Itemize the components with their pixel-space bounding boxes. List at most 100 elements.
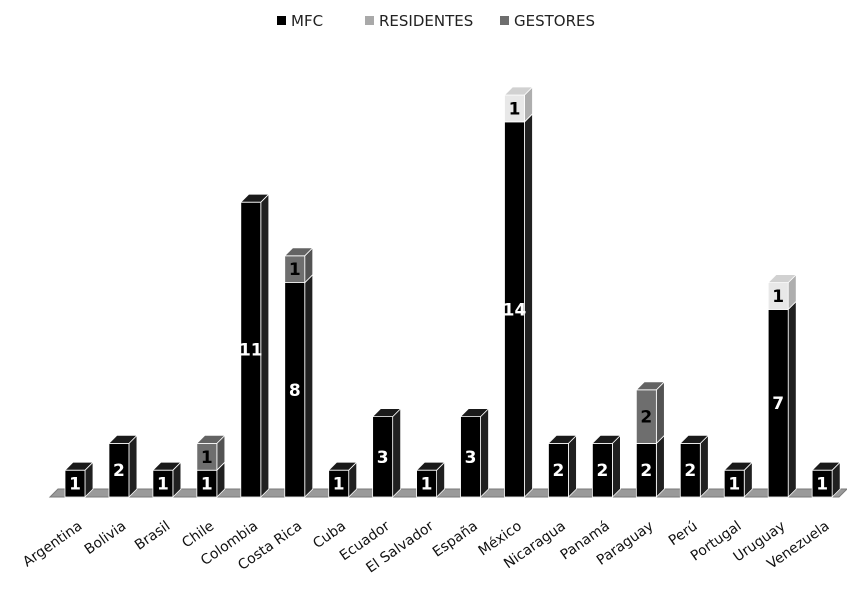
data-label: 1 <box>69 475 81 495</box>
data-label: 2 <box>596 461 608 481</box>
x-tick-label: Brasil <box>132 518 173 553</box>
bar-group: 11 <box>239 193 270 498</box>
bar-group: 3 <box>371 407 402 498</box>
bar-side <box>699 434 709 498</box>
legend-label: RESIDENTES <box>379 12 473 30</box>
legend: MFC RESIDENTES GESTORES <box>277 12 595 30</box>
bar-top <box>195 434 226 444</box>
data-label: 14 <box>503 300 527 320</box>
bar-group: 2 <box>591 434 622 498</box>
bar-mfc: 1 <box>811 461 842 498</box>
bar-group: 14 1 <box>503 86 534 498</box>
data-label: 1 <box>201 448 213 468</box>
bar-group: 2 <box>547 434 578 498</box>
bar-group: 1 <box>64 461 94 498</box>
legend-label: MFC <box>291 12 323 30</box>
bar-top <box>679 434 710 444</box>
bar-group: 11 <box>195 434 226 498</box>
bar-group: 2 <box>679 434 710 498</box>
bar-group: 3 <box>459 407 490 498</box>
bar-mfc: 11 <box>239 193 270 498</box>
bar-side <box>787 300 797 498</box>
bar-mfc: 1 <box>151 461 182 498</box>
bar-top <box>503 86 534 96</box>
bar-top <box>547 434 578 444</box>
bar-mfc: 1 <box>723 461 754 498</box>
data-label: 1 <box>772 287 784 307</box>
data-label: 7 <box>772 394 784 414</box>
bar-mfc: 14 <box>503 112 534 498</box>
bar-side <box>655 380 665 445</box>
data-label: 1 <box>201 475 213 495</box>
bar-mfc: 3 <box>371 407 402 498</box>
data-label: 2 <box>640 461 652 481</box>
bar-top <box>811 461 842 471</box>
x-tick-label: Argentina <box>20 518 85 570</box>
data-label: 1 <box>157 475 169 495</box>
bar-top <box>591 434 622 444</box>
bar-group: 1 <box>415 461 446 498</box>
data-label: 1 <box>421 475 433 495</box>
bar-mfc: 1 <box>415 461 446 498</box>
legend-item-gestores: GESTORES <box>500 12 595 30</box>
bar-top <box>107 434 138 444</box>
data-label: 2 <box>113 461 125 481</box>
bar-group: 1 <box>151 461 182 498</box>
bar-mfc: 2 <box>547 434 578 498</box>
bar-top <box>635 381 666 391</box>
data-label: 3 <box>377 448 389 468</box>
legend-swatch <box>277 16 286 25</box>
data-label: 2 <box>684 461 696 481</box>
bar-gestores: 1 <box>195 434 226 472</box>
legend-swatch <box>500 16 509 25</box>
bar-mfc: 3 <box>459 407 490 498</box>
bar-mfc: 7 <box>767 300 798 498</box>
bar-group: 1 <box>327 461 358 498</box>
data-label: 3 <box>465 448 477 468</box>
x-tick-label: España <box>430 518 481 560</box>
x-tick-label: Bolivia <box>82 518 129 558</box>
bar-group: 1 <box>811 461 842 498</box>
data-label: 1 <box>816 475 828 495</box>
bar-top <box>415 461 446 471</box>
bar-group: 1 <box>723 461 754 498</box>
legend-swatch <box>365 16 374 25</box>
bar-residentes: 1 <box>767 273 798 311</box>
data-label: 2 <box>640 408 652 428</box>
legend-label: GESTORES <box>514 12 595 30</box>
bar-mfc: 2 <box>591 434 622 498</box>
bar-top <box>371 408 402 418</box>
bar-group: 81 <box>283 246 314 498</box>
bar-gestores: 2 <box>635 380 666 445</box>
bar-top <box>459 408 490 418</box>
bar-mfc: 2 <box>679 434 710 498</box>
bar-top <box>239 193 270 203</box>
bar-residentes: 1 <box>503 86 534 123</box>
bar-side <box>480 407 489 498</box>
bar-side <box>568 434 577 498</box>
data-label: 1 <box>728 475 740 495</box>
bar-side <box>655 434 665 498</box>
data-label: 8 <box>289 381 301 401</box>
bar-side <box>128 434 138 498</box>
bar-top <box>64 461 94 471</box>
bar-group: 2 <box>107 434 138 498</box>
bar-top <box>327 461 358 471</box>
bar-mfc: 2 <box>635 434 666 498</box>
bar-group: 71 <box>767 273 798 498</box>
bar-gestores: 1 <box>283 246 314 284</box>
data-label: 1 <box>289 260 301 280</box>
legend-item-mfc: MFC <box>277 12 323 30</box>
bar-side <box>304 273 314 498</box>
bar-top <box>283 247 314 257</box>
data-label: 1 <box>333 475 345 495</box>
bar-side <box>612 434 621 498</box>
data-label: 11 <box>239 341 263 361</box>
bar-top <box>767 274 798 284</box>
legend-item-residentes: RESIDENTES <box>365 12 473 30</box>
x-tick-label: Perú <box>666 518 701 549</box>
bar-top <box>723 461 754 471</box>
bar-mfc: 2 <box>107 434 138 498</box>
data-label: 1 <box>509 99 521 119</box>
